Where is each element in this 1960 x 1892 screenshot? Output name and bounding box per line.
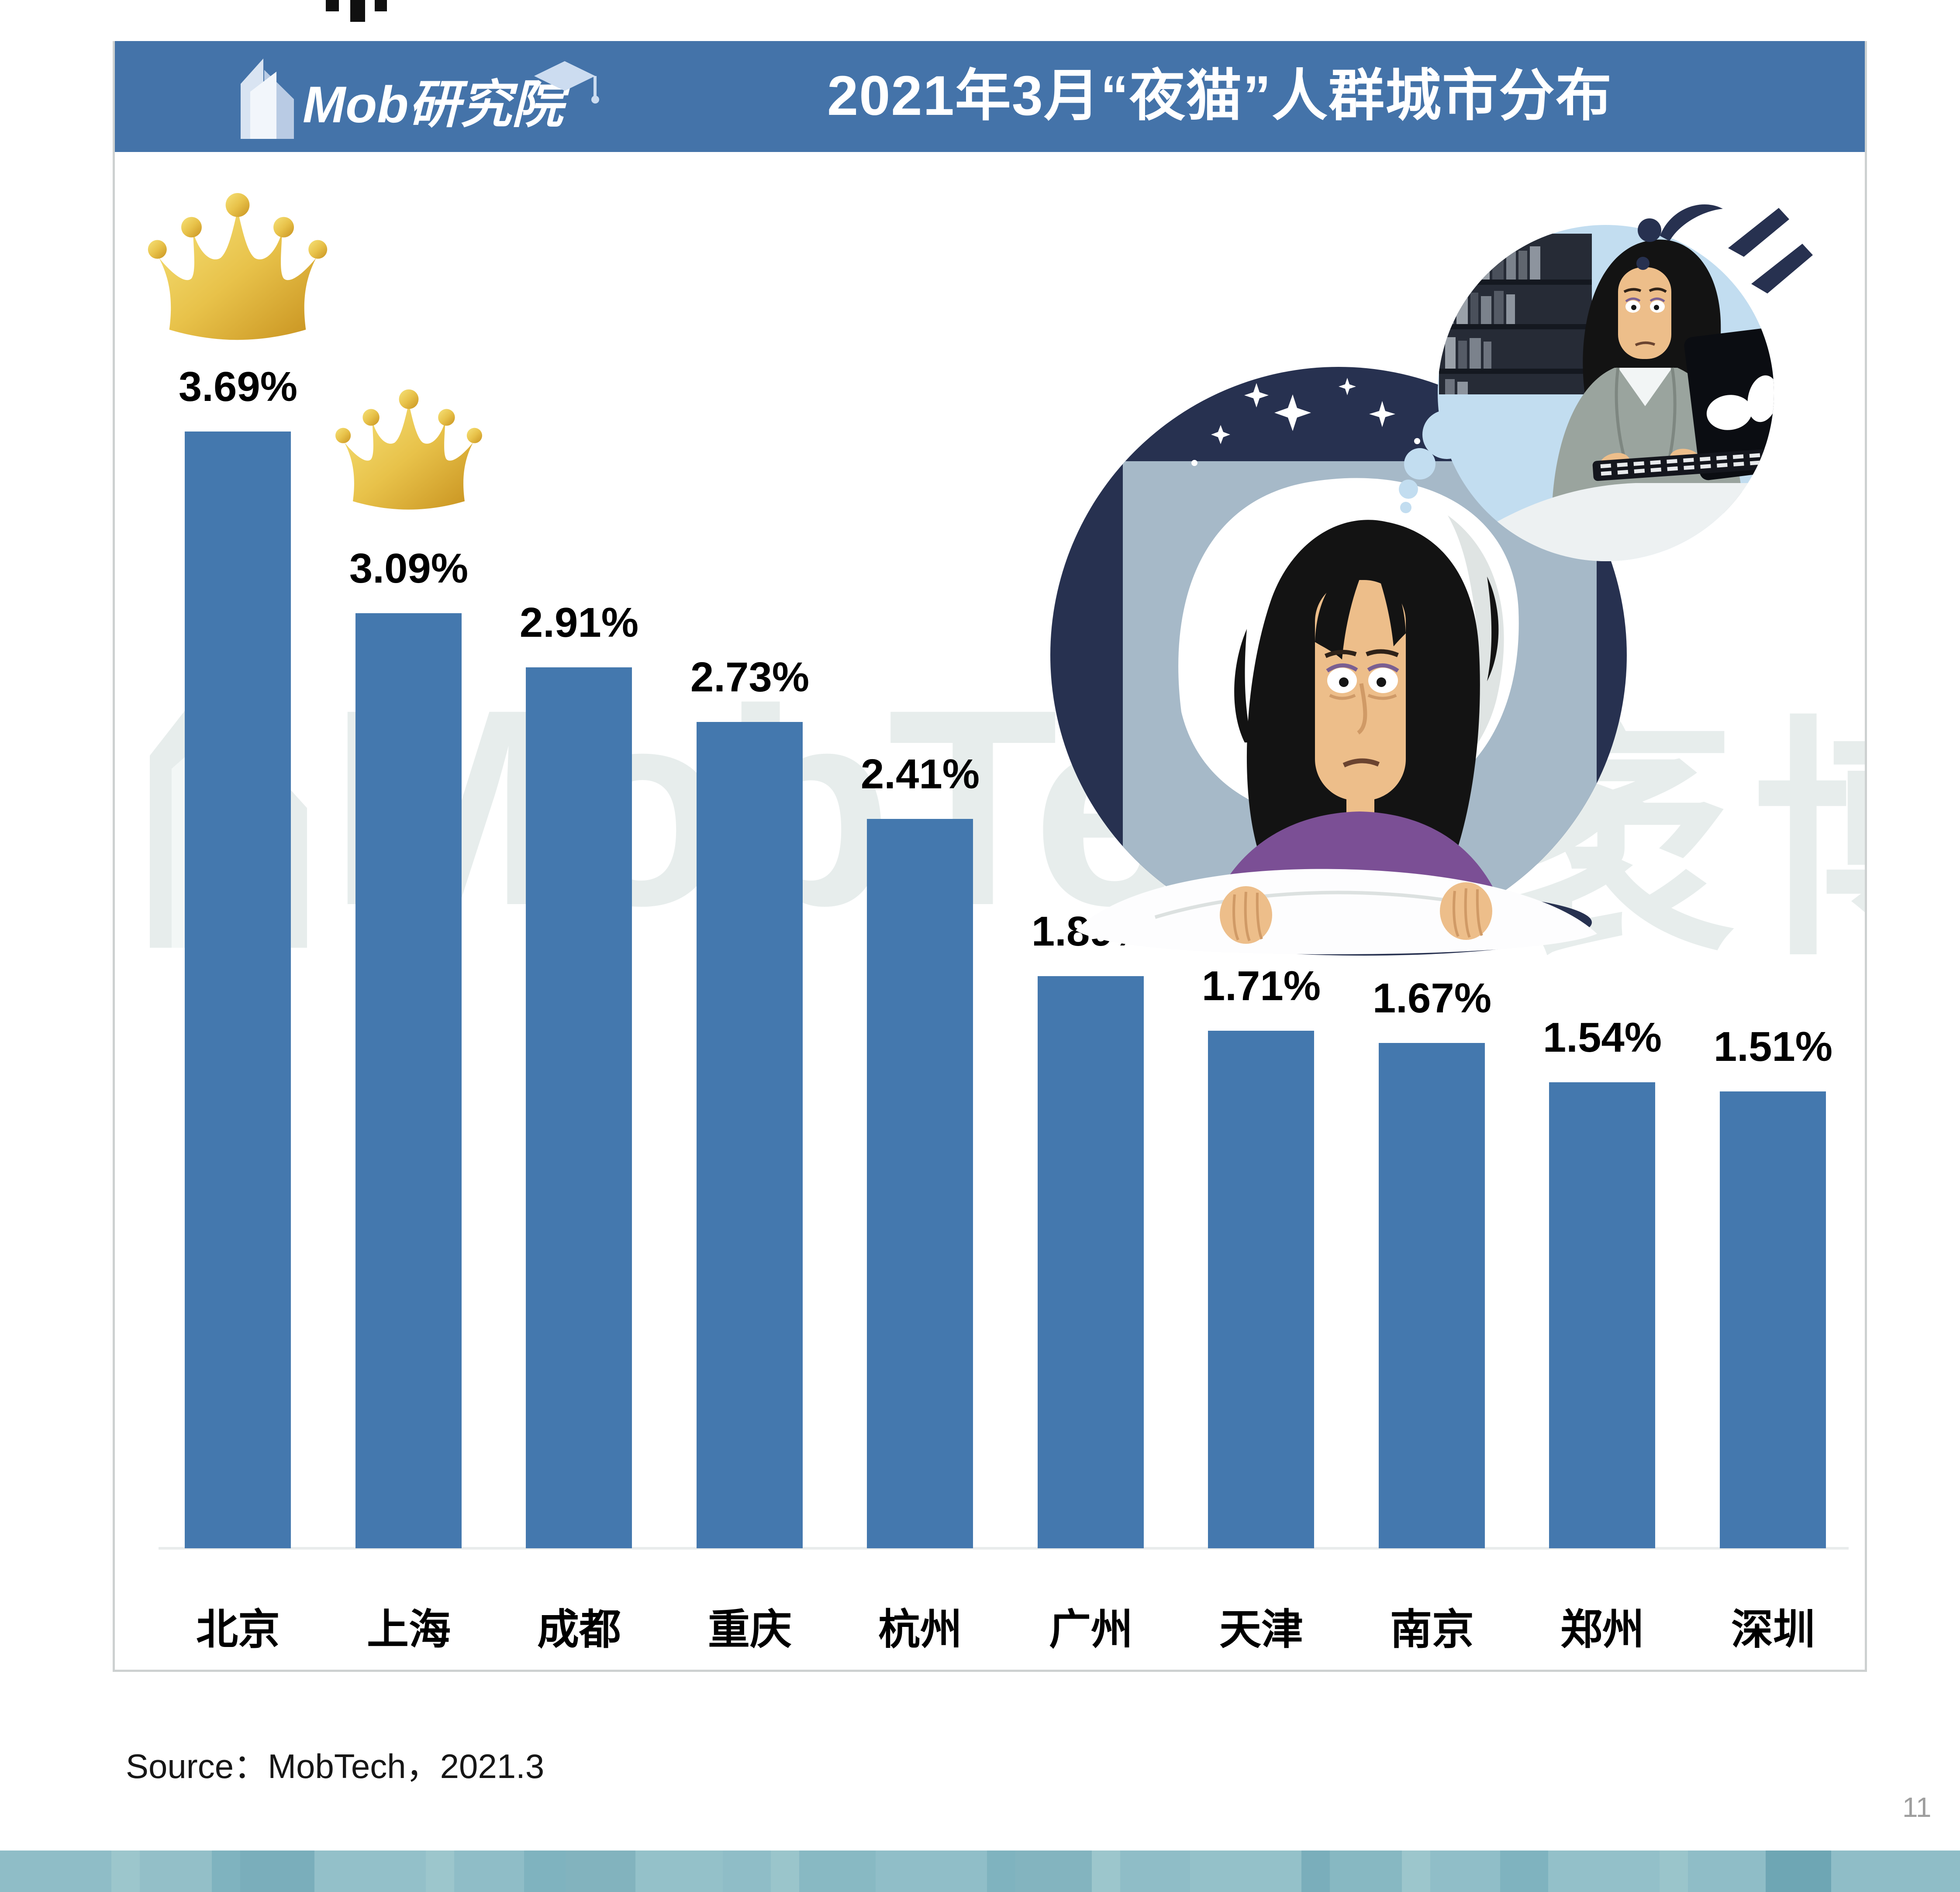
right-hand	[1440, 882, 1492, 940]
bar-上海	[355, 613, 462, 1548]
monitor	[1684, 325, 1774, 480]
bangs	[1315, 561, 1367, 659]
value-label-重庆: 2.73%	[690, 654, 810, 701]
bar-深圳	[1720, 1091, 1826, 1548]
mouth	[1342, 758, 1380, 768]
footer-stripe	[1660, 1851, 1688, 1892]
footer-stripe	[799, 1851, 876, 1892]
footer-stripe	[723, 1851, 771, 1892]
keyboard	[1592, 448, 1774, 481]
panel-header: Mob研究院 2021年3月“夜猫”人群城市分布	[115, 41, 1865, 152]
logo-building-icon	[241, 59, 294, 139]
bar-杭州	[867, 819, 973, 1548]
footer-stripe	[1190, 1851, 1301, 1892]
crown-icon-rank1	[148, 193, 328, 340]
city-label-成都: 成都	[537, 1606, 621, 1653]
footer-stripe	[1430, 1851, 1500, 1892]
page-number: 11	[1902, 1792, 1932, 1823]
footer-stripe	[524, 1851, 566, 1892]
bar-重庆	[697, 722, 803, 1548]
value-label-上海: 3.09%	[349, 545, 469, 592]
crown-icon-rank2	[335, 389, 482, 510]
footer-stripe	[1500, 1851, 1548, 1892]
footer-stripe	[1831, 1851, 1960, 1892]
city-label-重庆: 重庆	[708, 1606, 792, 1653]
chart-title: 2021年3月“夜猫”人群城市分布	[827, 65, 1612, 127]
bar-北京	[185, 432, 291, 1548]
blanket	[1076, 869, 1597, 954]
footer-stripe	[566, 1851, 635, 1892]
city-label-广州: 广州	[1049, 1606, 1133, 1653]
value-label-深圳: 1.51%	[1713, 1023, 1833, 1070]
bar-天津	[1208, 1031, 1314, 1548]
bar-chart: 3.69%北京3.09%上海2.91%成都2.73%重庆2.41%杭州1.89%…	[115, 41, 1865, 1670]
footer-stripe	[426, 1851, 454, 1892]
bar-郑州	[1549, 1082, 1655, 1548]
value-label-杭州: 2.41%	[860, 751, 980, 798]
bubble-woman-face	[1618, 267, 1671, 359]
city-label-郑州: 郑州	[1560, 1606, 1644, 1653]
footer-stripe	[1330, 1851, 1402, 1892]
x-axis-line	[159, 1547, 1849, 1550]
value-label-北京: 3.69%	[178, 363, 298, 410]
footer-stripe	[0, 1851, 111, 1892]
footer-stripe	[1766, 1851, 1831, 1892]
chart-panel: MobTech 袤博 3.69%北京3.09%上海2.91%成都2.73%重庆2…	[113, 41, 1867, 1672]
footer-stripe	[1015, 1851, 1092, 1892]
stars	[1191, 378, 1420, 466]
footer-stripe	[454, 1851, 524, 1892]
footer-stripe	[1092, 1851, 1120, 1892]
footer-stripe	[1688, 1851, 1766, 1892]
eyes	[1324, 649, 1399, 700]
footer-stripe	[987, 1851, 1015, 1892]
footer-stripe	[314, 1851, 426, 1892]
value-label-郑州: 1.54%	[1542, 1014, 1662, 1061]
city-label-南京: 南京	[1390, 1606, 1474, 1653]
footer-stripe	[240, 1851, 314, 1892]
footer-stripes	[0, 1851, 1960, 1892]
stress-marks	[1636, 204, 1813, 293]
footer-stripe	[876, 1851, 987, 1892]
footer-stripe	[1402, 1851, 1430, 1892]
thought-bubble	[1438, 225, 1774, 561]
graduation-cap-icon	[534, 61, 599, 104]
nose	[1357, 683, 1367, 735]
footer-stripe	[1548, 1851, 1660, 1892]
value-label-天津: 1.71%	[1201, 963, 1321, 1009]
footer-stripe	[635, 1851, 723, 1892]
footer-stripe	[212, 1851, 240, 1892]
city-label-天津: 天津	[1219, 1606, 1303, 1653]
value-label-成都: 2.91%	[519, 599, 639, 646]
city-label-上海: 上海	[367, 1606, 451, 1653]
footer-stripe	[111, 1851, 140, 1892]
value-label-南京: 1.67%	[1372, 975, 1492, 1022]
night-scene	[1050, 367, 1627, 956]
insomnia-illustration	[1050, 204, 1813, 956]
logo-text: Mob研究院	[303, 76, 571, 134]
cropped-text-remnant	[326, 0, 387, 22]
bar-南京	[1379, 1043, 1485, 1548]
city-label-杭州: 杭州	[878, 1606, 962, 1653]
source-note: Source：MobTech，2021.3	[126, 1747, 545, 1785]
bar-广州	[1038, 976, 1144, 1548]
collar	[1618, 368, 1672, 406]
footer-stripe	[1120, 1851, 1190, 1892]
bar-成都	[526, 667, 632, 1548]
left-hand	[1220, 886, 1272, 944]
footer-stripe	[1301, 1851, 1330, 1892]
footer-stripe	[140, 1851, 212, 1892]
bookshelf	[1439, 234, 1592, 394]
city-label-深圳: 深圳	[1731, 1606, 1815, 1653]
mob-research-logo: Mob研究院	[241, 59, 599, 139]
city-label-北京: 北京	[196, 1606, 280, 1653]
footer-stripe	[771, 1851, 799, 1892]
